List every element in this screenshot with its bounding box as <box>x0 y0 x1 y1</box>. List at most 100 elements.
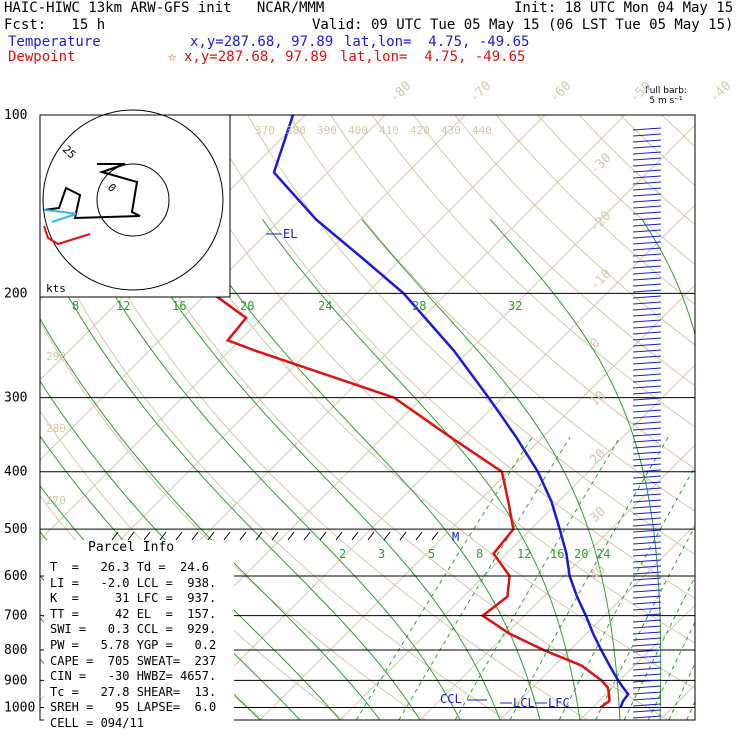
pressure-tick-label: 900 <box>4 673 27 688</box>
wind-barb <box>632 505 662 509</box>
wind-barb <box>632 175 662 179</box>
wind-barb <box>632 289 662 293</box>
hatch-tick <box>367 531 375 541</box>
hatch-tick <box>223 531 231 541</box>
forecast-hour: Fcst: 15 h <box>4 17 106 33</box>
barb-caption-line-1: Full barb: <box>645 86 687 96</box>
temperature-trace <box>272 115 630 708</box>
wind-barb <box>632 139 662 143</box>
hatch-tick <box>127 531 135 541</box>
wind-barb <box>632 181 662 185</box>
isotherm-label: 0 <box>587 336 603 352</box>
hodograph-ring-inner <box>96 163 170 237</box>
parcel-info-row: LI = -2.0 LCL = 938. <box>50 575 217 590</box>
isotherm-label: 20 <box>587 446 609 468</box>
dry-adiabat-line <box>40 115 588 720</box>
mixing-ratio-line <box>668 662 695 720</box>
mixing-ratio-line <box>558 465 695 720</box>
dry-adiabat-line <box>330 115 695 470</box>
theta-label: 440 <box>472 124 492 137</box>
mixing-ratio-line <box>509 437 669 720</box>
wind-barb <box>632 271 662 275</box>
theta-label: 370 <box>255 124 275 137</box>
pressure-tick-label: 800 <box>4 643 27 658</box>
hatch-tick <box>111 531 119 541</box>
dry-adiabat-line <box>247 115 695 556</box>
wind-barb <box>632 667 662 671</box>
wind-barb <box>632 343 662 347</box>
wind-barb <box>632 451 662 455</box>
parcel-info-row: SREH = 95 LAPSE= 6.0 <box>50 700 217 715</box>
dry-adiabat-line <box>371 115 695 428</box>
isotherm-line <box>40 115 466 541</box>
wind-barb <box>632 511 662 515</box>
hatch-tick <box>191 531 199 541</box>
wind-barb <box>632 169 662 173</box>
dewpoint-label: Dewpoint <box>8 49 76 65</box>
wind-barb <box>632 595 662 599</box>
pressure-tick-label: 100 <box>4 108 27 123</box>
moist-adiabat-line <box>184 219 541 720</box>
wind-barb <box>632 379 662 383</box>
hatch-tick <box>175 531 183 541</box>
parcel-info-row: CELL = 094/11 <box>50 716 144 730</box>
pressure-tick-label: 1000 <box>4 700 35 715</box>
isotherm-label: -50 <box>627 79 654 106</box>
mixing-ratio-label: 2 <box>339 547 346 561</box>
parcel-info-row: SWI = 0.3 CCL = 929. <box>50 622 217 637</box>
wind-barb <box>632 535 662 539</box>
dry-adiabat-line <box>454 115 695 346</box>
wind-barb <box>632 319 662 323</box>
parcel-info-row: Tc = 27.8 SHEAR= 13. <box>50 684 217 699</box>
wind-barb <box>632 565 662 569</box>
wind-barb <box>632 613 662 617</box>
wind-barb <box>632 409 662 413</box>
wind-barb <box>632 643 662 647</box>
wind-barb <box>632 391 662 395</box>
hatch-tick <box>431 531 439 541</box>
lfc-label: LFC <box>548 696 570 710</box>
isotherm-label: -20 <box>587 209 614 236</box>
isotherm-label: -70 <box>467 79 494 106</box>
dry-adiabat-line <box>412 115 695 387</box>
wind-barb <box>632 619 662 623</box>
hodograph-trace-low <box>43 225 91 246</box>
m-label: M <box>452 530 459 544</box>
wind-barb <box>632 457 662 461</box>
wind-barb <box>632 601 662 605</box>
dry-adiabat-line <box>164 115 695 644</box>
theta-label: 430 <box>441 124 461 137</box>
parcel-info-row: T = 26.3 Td = 24.6 <box>50 560 209 574</box>
wind-barb <box>632 685 662 689</box>
hodograph-trace-mid <box>43 209 77 223</box>
wind-barb <box>632 529 662 533</box>
hatch-tick <box>303 531 311 541</box>
wind-barb <box>632 367 662 371</box>
wind-barb <box>632 709 662 713</box>
hodograph-ring-outer <box>42 109 224 291</box>
theta-label: 420 <box>410 124 430 137</box>
hatch-tick <box>239 531 247 541</box>
mixing-ratio-label: 20 <box>240 299 254 313</box>
mixing-ratio-line <box>454 437 621 720</box>
ccl-label: CCL <box>440 692 462 706</box>
wind-barb <box>632 439 662 443</box>
wind-barb <box>632 295 662 299</box>
wind-barb <box>632 211 662 215</box>
pressure-tick-label: 600 <box>4 569 27 584</box>
wind-barb <box>632 313 662 317</box>
isotherm-label: 40 <box>587 562 609 584</box>
wind-barb <box>632 433 662 437</box>
wind-barb <box>632 715 662 719</box>
wind-barb <box>632 151 662 155</box>
mixing-ratio-label: 16 <box>550 547 564 561</box>
wind-barb <box>632 403 662 407</box>
parcel-info-row: PW = 5.78 YGP = 0.2 <box>50 638 217 652</box>
valid-time: Valid: 09 UTC Tue 05 May 15 (06 LST Tue … <box>312 17 734 33</box>
wind-barb <box>632 283 662 287</box>
mixing-ratio-label: 24 <box>596 547 610 561</box>
header: HAIC-HIWC 13km ARW-GFS init NCAR/MMM Ini… <box>0 0 740 66</box>
mixing-ratio-line <box>595 525 695 720</box>
parcel-info-row: TT = 42 EL = 157. <box>50 606 217 621</box>
